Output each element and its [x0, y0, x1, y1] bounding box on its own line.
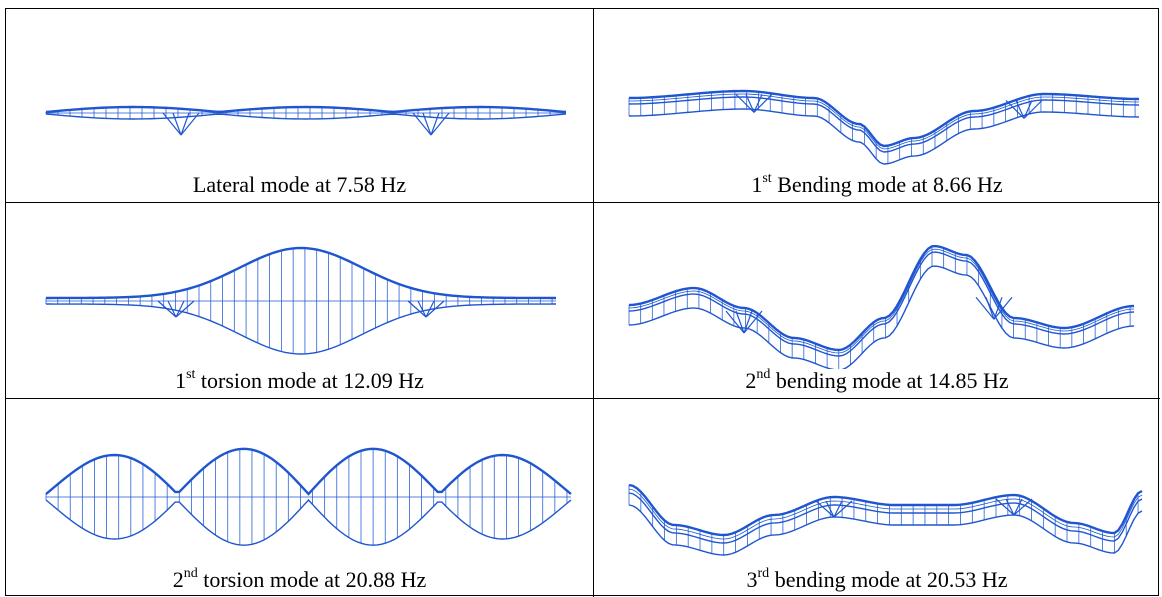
- caption-number: 2: [172, 567, 184, 592]
- deck-mid: [628, 488, 1143, 540]
- pylon: [753, 93, 773, 113]
- caption-suffix: nd: [756, 367, 771, 382]
- deck-top: [628, 89, 1140, 148]
- pylon: [407, 300, 427, 318]
- caption-text: Lateral mode at 7.58 Hz: [192, 172, 407, 197]
- pylon: [753, 94, 763, 113]
- deck-top: [45, 447, 572, 496]
- caption-text: Bending mode at 8.66 Hz: [771, 172, 1003, 197]
- pylon: [180, 112, 190, 136]
- pylon: [1023, 100, 1033, 119]
- mode-cell: Lateral mode at 7.58 Hz: [6, 9, 594, 203]
- pylon: [735, 93, 755, 113]
- pylon: [985, 297, 995, 320]
- pylon: [172, 112, 182, 136]
- pylon: [1005, 498, 1015, 516]
- pylon: [743, 310, 753, 334]
- mode-shape: [45, 105, 567, 136]
- mode-cell: 1st Bending mode at 8.66 Hz: [594, 9, 1160, 203]
- pylon: [745, 94, 755, 113]
- deck-bottom: [45, 113, 567, 120]
- pylon: [993, 297, 1003, 320]
- caption-suffix: nd: [183, 566, 198, 581]
- caption: 2nd bending mode at 14.85 Hz: [594, 368, 1160, 394]
- deck-bottom: [628, 96, 1140, 153]
- pylon: [743, 310, 763, 334]
- mode-table: Lateral mode at 7.58 Hz 1st Bending mode …: [5, 8, 1160, 597]
- pylon: [175, 300, 185, 318]
- pylon: [425, 300, 435, 318]
- caption-text: torsion mode at 12.09 Hz: [195, 368, 424, 393]
- mode-shape: [628, 244, 1135, 369]
- pylon: [833, 500, 843, 518]
- mode-cell: 3rd bending mode at 20.53 Hz: [594, 399, 1160, 597]
- pylon: [180, 112, 200, 136]
- mode-shape: [628, 483, 1143, 556]
- pylon: [1013, 498, 1023, 516]
- caption-text: bending mode at 20.53 Hz: [769, 567, 1008, 592]
- deck-top: [628, 483, 1143, 537]
- mode-cell: 1st torsion mode at 12.09 Hz: [6, 203, 594, 399]
- caption-text: torsion mode at 20.88 Hz: [197, 567, 427, 592]
- pylon: [993, 296, 1013, 320]
- pylon: [167, 300, 177, 318]
- pylon: [157, 300, 177, 318]
- pylon: [430, 112, 440, 136]
- pylon: [815, 500, 835, 518]
- mode-shape: [628, 89, 1140, 165]
- pylon: [1015, 100, 1025, 119]
- pylon: [425, 300, 445, 318]
- pylon: [412, 112, 432, 136]
- mode-cell: 2nd bending mode at 14.85 Hz: [594, 203, 1160, 399]
- pylon: [825, 500, 835, 518]
- caption-suffix: rd: [757, 566, 770, 581]
- caption-text: bending mode at 14.85 Hz: [770, 368, 1009, 393]
- pylon: [1005, 99, 1025, 119]
- caption-suffix: st: [186, 367, 196, 382]
- deck-bottom: [45, 498, 572, 546]
- pylon: [833, 500, 853, 518]
- pylon: [162, 112, 182, 136]
- caption: 3rd bending mode at 20.53 Hz: [594, 567, 1160, 593]
- caption-number: 2: [745, 368, 757, 393]
- mode-shape: [45, 246, 557, 355]
- caption: 1st Bending mode at 8.66 Hz: [594, 172, 1160, 198]
- pylon: [430, 112, 450, 136]
- deck-top: [45, 246, 557, 300]
- pylon: [1013, 498, 1033, 516]
- caption: 2nd torsion mode at 20.88 Hz: [6, 567, 593, 593]
- pylon: [417, 300, 427, 318]
- deck-mid: [628, 248, 1135, 354]
- pylon: [975, 296, 995, 320]
- truss-chord: [628, 265, 1135, 369]
- caption-number: 3: [746, 567, 758, 592]
- pylon: [995, 498, 1015, 516]
- deck-bottom: [628, 492, 1143, 544]
- pylon: [735, 310, 745, 334]
- caption-suffix: st: [762, 171, 772, 186]
- caption: Lateral mode at 7.58 Hz: [6, 172, 593, 198]
- mode-shape: [45, 447, 572, 546]
- deck-bottom: [628, 251, 1135, 357]
- deck-top: [628, 244, 1135, 352]
- pylon: [725, 310, 745, 334]
- truss-chord: [628, 504, 1143, 556]
- deck-mid: [628, 93, 1140, 150]
- deck-top: [45, 105, 567, 114]
- deck-bottom: [45, 303, 557, 355]
- caption: 1st torsion mode at 12.09 Hz: [6, 368, 593, 394]
- pylon: [1023, 99, 1043, 119]
- mode-cell: 2nd torsion mode at 20.88 Hz: [6, 399, 594, 597]
- pylon: [175, 300, 195, 318]
- caption-number: 1: [175, 368, 187, 393]
- caption-number: 1: [751, 172, 763, 197]
- truss-chord: [628, 108, 1140, 165]
- pylon: [422, 112, 432, 136]
